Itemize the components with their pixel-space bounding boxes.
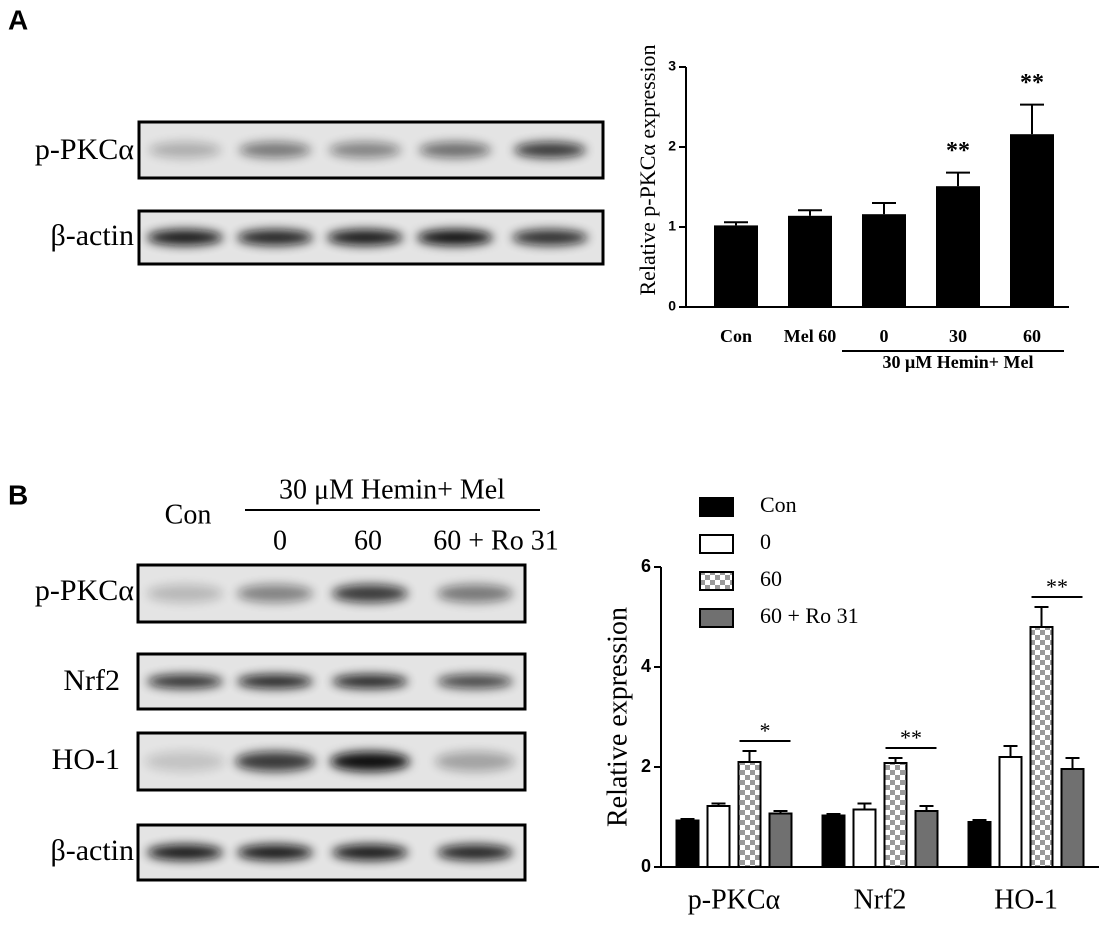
legend-swatch	[699, 497, 734, 517]
blot-band	[327, 229, 403, 246]
blot-band	[332, 844, 408, 861]
bar	[883, 762, 908, 868]
y-tick-label: 2	[641, 756, 651, 776]
blot-band	[437, 584, 513, 603]
y-tick-label: 3	[668, 58, 676, 74]
bar	[852, 808, 877, 868]
lane-group-header: 30 μM Hemin+ Mel	[279, 474, 505, 505]
blot-band	[149, 142, 221, 158]
blot-band	[237, 584, 313, 603]
bar	[737, 761, 762, 868]
bar	[967, 821, 992, 868]
blot-band	[332, 584, 408, 603]
bar	[1060, 768, 1085, 868]
bar	[714, 225, 758, 307]
x-tick-label: HO-1	[994, 884, 1058, 915]
blot-band	[235, 751, 315, 772]
panel-label: A	[8, 4, 28, 35]
blot-label: Nrf2	[63, 664, 120, 697]
legend-swatch	[699, 571, 734, 591]
legend-swatch	[699, 608, 734, 628]
y-tick-label: 6	[641, 556, 651, 576]
significance: **	[900, 725, 922, 750]
legend-swatch	[699, 534, 734, 554]
bar	[936, 186, 980, 307]
y-tick-label: 0	[641, 856, 651, 876]
y-axis-label: Relative expression	[602, 607, 633, 827]
significance: *	[760, 718, 771, 743]
blot-band	[512, 229, 588, 246]
bar	[788, 215, 832, 307]
significance: **	[1020, 70, 1044, 96]
western-blots	[136, 120, 605, 882]
blot-band	[417, 229, 493, 246]
blot-band	[330, 751, 410, 772]
lane-header: 60	[354, 525, 382, 556]
blot-label: p-PKCα	[35, 133, 134, 166]
x-tick-label: p-PKCα	[688, 884, 781, 915]
blot-label: p-PKCα	[35, 574, 134, 607]
bar	[1029, 626, 1054, 868]
y-tick-label: 2	[668, 138, 676, 154]
bar	[768, 812, 793, 868]
legend-label: 0	[760, 529, 771, 554]
bar	[998, 756, 1023, 868]
significance: **	[946, 138, 970, 164]
blot-label: HO-1	[52, 743, 120, 776]
x-tick-label: Mel 60	[784, 326, 836, 346]
y-axis-label: Relative p-PKCα expression	[635, 44, 660, 295]
bar	[1010, 134, 1054, 307]
blot-band	[419, 142, 491, 158]
lane-header: 0	[273, 525, 287, 556]
blot-band	[329, 142, 401, 158]
blot-band	[437, 674, 513, 689]
blot-label: β-actin	[50, 834, 134, 867]
significance: **	[1046, 574, 1068, 599]
x-tick-label: 60	[1023, 326, 1041, 346]
x-tick-label: Con	[720, 326, 752, 346]
bar	[706, 805, 731, 868]
blot-band	[147, 229, 223, 246]
bar	[914, 810, 939, 868]
lane-header: Con	[165, 499, 212, 530]
legend-label: 60 + Ro 31	[760, 603, 859, 628]
y-tick-label: 1	[668, 218, 676, 234]
x-group-label: 30 μM Hemin+ Mel	[883, 352, 1034, 372]
blot-band	[237, 229, 313, 246]
blot-band	[145, 751, 225, 772]
legend-label: Con	[760, 492, 797, 517]
blot-band	[435, 751, 515, 772]
blot-band	[239, 142, 311, 158]
bar	[821, 814, 846, 868]
charts: 0 1 2 3 Relative p-PKCα expression Con Mel 60 0…	[602, 44, 1099, 915]
legend-label: 60	[760, 566, 782, 591]
bar	[675, 819, 700, 868]
blot-band	[514, 142, 586, 158]
y-tick-label: 4	[641, 656, 651, 676]
panel-label: B	[8, 479, 28, 510]
blot-band	[437, 844, 513, 861]
blot-band	[147, 844, 223, 861]
x-tick-label: 30	[949, 326, 967, 346]
blot-band	[237, 674, 313, 689]
blot-band	[147, 674, 223, 689]
blot-band	[332, 674, 408, 689]
x-tick-label: Nrf2	[854, 884, 907, 915]
lane-header: 60 + Ro 31	[433, 525, 558, 556]
y-tick-label: 0	[668, 298, 676, 314]
blot-label: β-actin	[50, 219, 134, 252]
x-tick-label: 0	[880, 326, 889, 346]
bar	[862, 214, 906, 307]
blot-band	[237, 844, 313, 861]
blot-band	[147, 584, 223, 603]
